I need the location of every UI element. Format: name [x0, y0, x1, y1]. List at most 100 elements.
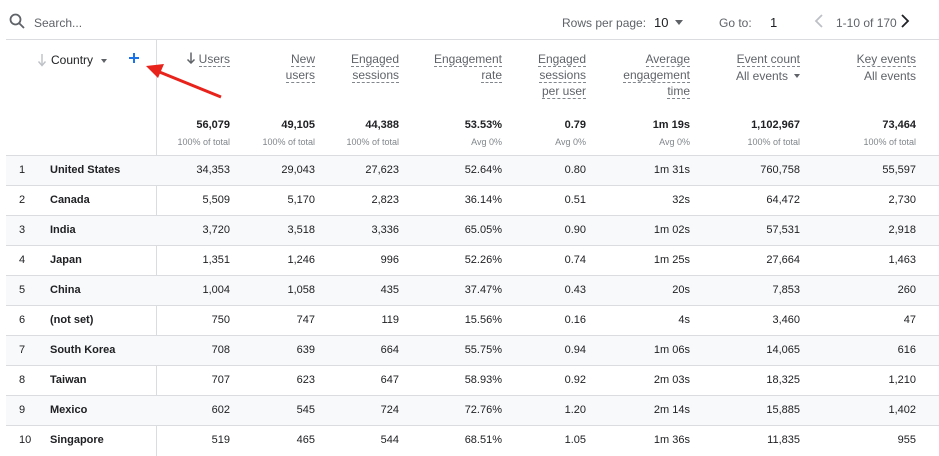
event-filter-select[interactable]: All events	[735, 69, 788, 83]
column-header-label: engagement	[623, 68, 690, 83]
row-rank: 2	[19, 194, 26, 206]
cell-users: 519	[211, 434, 230, 446]
pagination-range: 1-10 of 170	[836, 16, 897, 30]
chevron-right-icon[interactable]	[900, 14, 910, 28]
table-row[interactable]: 4 Japan 1,351 1,246 996 52.26% 0.74 1m 25s 27,66…	[6, 245, 939, 276]
column-header-avg-engagement-time[interactable]: Average engagement time	[570, 51, 690, 99]
cell-engagement-rate: 36.14%	[464, 194, 502, 206]
column-header-key-events[interactable]: Key events All events	[796, 51, 916, 84]
cell-event-count: 14,065	[766, 344, 800, 356]
column-total-subtext: Avg 0%	[471, 137, 502, 147]
table-row[interactable]: 9 Mexico 602 545 724 72.76% 1.20 2m 14s 15,885 1,…	[6, 395, 939, 426]
row-rank: 9	[19, 404, 26, 416]
goto-page-input[interactable]: 1	[770, 15, 778, 30]
cell-engagement-rate: 37.47%	[464, 284, 502, 296]
cell-event-count: 64,472	[766, 194, 800, 206]
column-total: 49,105	[281, 119, 315, 131]
cell-engaged-sessions-per-user: 0.74	[564, 254, 586, 266]
column-total-subtext: 100% of total	[177, 137, 230, 147]
cell-users: 707	[211, 374, 230, 386]
table-row[interactable]: 6 (not set) 750 747 119 15.56% 0.16 4s 3,460 47	[6, 305, 939, 336]
column-total-subtext: 100% of total	[863, 137, 916, 147]
cell-new-users: 1,246	[287, 254, 315, 266]
search-icon[interactable]	[9, 13, 25, 29]
table-row[interactable]: 2 Canada 5,509 5,170 2,823 36.14% 0.51 32s 64,47…	[6, 185, 939, 216]
chevron-down-icon[interactable]	[675, 20, 683, 25]
column-total: 56,079	[196, 119, 230, 131]
chevron-down-icon[interactable]	[794, 74, 800, 78]
cell-avg-engagement-time: 2m 03s	[653, 374, 690, 386]
cell-key-events: 1,402	[888, 404, 916, 416]
cell-engaged-sessions-per-user: 1.05	[564, 434, 586, 446]
sort-desc-arrow-icon[interactable]	[186, 52, 196, 64]
table-row[interactable]: 5 China 1,004 1,058 435 37.47% 0.43 20s 7,853 260	[6, 275, 939, 306]
row-rank: 7	[19, 344, 26, 356]
cell-avg-engagement-time: 2m 14s	[653, 404, 690, 416]
column-header-engaged-sessions[interactable]: Engaged sessions	[279, 51, 399, 83]
column-header-label: Key events	[856, 52, 916, 67]
cell-event-count: 3,460	[772, 314, 800, 326]
chevron-left-icon[interactable]	[814, 14, 824, 28]
column-header-label: Engaged	[537, 52, 586, 67]
cell-avg-engagement-time: 1m 25s	[653, 254, 690, 266]
row-rank: 8	[19, 374, 26, 386]
cell-engaged-sessions: 2,823	[371, 194, 399, 206]
column-header-engaged-sessions-per-user[interactable]: Engaged sessions per user	[466, 51, 586, 99]
cell-engagement-rate: 15.56%	[464, 314, 502, 326]
cell-new-users: 545	[296, 404, 315, 416]
table-toolbar: Search... Rows per page: 10 Go to: 1 1-1…	[0, 0, 939, 40]
cell-engaged-sessions-per-user: 0.80	[564, 164, 586, 176]
cell-engagement-rate: 52.64%	[464, 164, 502, 176]
row-country: Canada	[50, 194, 90, 206]
cell-avg-engagement-time: 1m 31s	[653, 164, 690, 176]
table-row[interactable]: 7 South Korea 708 639 664 55.75% 0.94 1m 06s 14,…	[6, 335, 939, 366]
rows-per-page-select[interactable]: 10	[654, 15, 669, 30]
cell-engaged-sessions-per-user: 0.43	[564, 284, 586, 296]
column-header-event-count[interactable]: Event count All events	[680, 51, 800, 84]
dimension-column-divider	[156, 40, 157, 456]
row-rank: 5	[19, 284, 26, 296]
table-row[interactable]: 3 India 3,720 3,518 3,336 65.05% 0.90 1m 02s 57,…	[6, 215, 939, 246]
cell-engagement-rate: 72.76%	[464, 404, 502, 416]
cell-event-count: 11,835	[767, 434, 800, 446]
column-total: 1,102,967	[751, 119, 800, 131]
sort-arrow-icon[interactable]	[37, 53, 47, 67]
add-dimension-plus-icon[interactable]	[127, 51, 141, 65]
cell-engaged-sessions-per-user: 1.20	[564, 404, 586, 416]
row-country: Japan	[50, 254, 82, 266]
row-country: Mexico	[50, 404, 88, 416]
column-total-subtext: 100% of total	[346, 137, 399, 147]
cell-engaged-sessions: 664	[380, 344, 399, 356]
column-header-engagement-rate[interactable]: Engagement rate	[382, 51, 502, 83]
cell-engagement-rate: 55.75%	[464, 344, 502, 356]
cell-users: 34,353	[196, 164, 230, 176]
column-header-users[interactable]: Users	[110, 51, 230, 67]
cell-users: 1,351	[202, 254, 230, 266]
cell-key-events: 260	[897, 284, 916, 296]
cell-engaged-sessions-per-user: 0.94	[564, 344, 586, 356]
column-header-label: Engaged	[350, 52, 399, 67]
table-row[interactable]: 10 Singapore 519 465 544 68.51% 1.05 1m 36s 11,8…	[6, 425, 939, 456]
column-header-label: per user	[541, 84, 586, 99]
cell-users: 708	[211, 344, 230, 356]
search-input[interactable]: Search...	[34, 16, 83, 30]
column-header-label: Event count	[736, 52, 800, 67]
column-header-new-users[interactable]: New users	[195, 51, 315, 83]
chevron-down-icon[interactable]	[101, 59, 107, 63]
cell-users: 602	[211, 404, 230, 416]
event-filter-select[interactable]: All events	[863, 69, 916, 83]
cell-key-events: 616	[897, 344, 916, 356]
column-total: 53.53%	[464, 119, 502, 131]
column-total-subtext: 100% of total	[262, 137, 315, 147]
cell-engaged-sessions-per-user: 0.90	[564, 224, 586, 236]
cell-users: 1,004	[202, 284, 230, 296]
table-row[interactable]: 1 United States 34,353 29,043 27,623 52.64% 0.…	[6, 155, 939, 186]
cell-engaged-sessions: 435	[380, 284, 399, 296]
cell-engagement-rate: 58.93%	[464, 374, 502, 386]
dimension-header-country[interactable]: Country	[51, 53, 94, 67]
cell-engaged-sessions-per-user: 0.51	[564, 194, 586, 206]
row-country: Taiwan	[50, 374, 87, 386]
cell-event-count: 7,853	[772, 284, 800, 296]
table-row[interactable]: 8 Taiwan 707 623 647 58.93% 0.92 2m 03s 18,325 1,…	[6, 365, 939, 396]
cell-engaged-sessions: 647	[380, 374, 399, 386]
